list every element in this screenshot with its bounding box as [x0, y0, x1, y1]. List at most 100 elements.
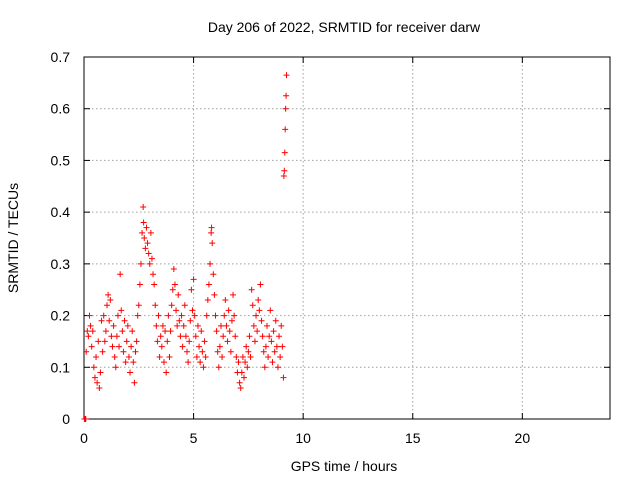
- data-point: [210, 271, 217, 278]
- data-point: [111, 353, 118, 360]
- data-point: [258, 317, 265, 324]
- data-point: [185, 359, 192, 366]
- data-point: [119, 328, 126, 335]
- tick-labels: 0 0.1 0.2 0.3 0.4 0.5 0.6 0.7 0 5 10 15 20: [51, 49, 531, 446]
- data-point: [142, 245, 149, 252]
- data-point: [193, 353, 200, 360]
- data-point: [192, 333, 199, 340]
- data-point: [140, 203, 147, 210]
- data-point: [158, 343, 165, 350]
- data-point: [197, 359, 204, 366]
- data-point: [220, 333, 227, 340]
- data-point: [264, 322, 271, 329]
- data-point: [188, 286, 195, 293]
- data-point: [269, 359, 276, 366]
- plot-frame: [83, 56, 611, 420]
- data-point: [214, 348, 221, 355]
- chart-title: Day 206 of 2022, SRMTID for receiver dar…: [208, 19, 481, 35]
- data-point: [217, 322, 224, 329]
- data-point: [238, 369, 245, 376]
- data-point: [182, 333, 189, 340]
- x-tick-label: 0: [80, 430, 88, 446]
- data-point: [133, 338, 140, 345]
- data-point: [186, 338, 193, 345]
- data-point: [97, 369, 104, 376]
- data-point: [251, 338, 258, 345]
- data-point: [274, 364, 281, 371]
- data-point: [171, 281, 178, 288]
- data-point: [254, 328, 261, 335]
- data-point: [105, 291, 112, 298]
- data-point: [113, 333, 120, 340]
- data-point: [239, 353, 246, 360]
- data-point: [226, 328, 233, 335]
- data-point: [147, 229, 154, 236]
- y-tick-label: 0.5: [51, 152, 71, 168]
- data-point: [100, 312, 107, 319]
- data-point: [208, 224, 215, 231]
- data-point: [247, 353, 254, 360]
- data-point: [256, 307, 263, 314]
- data-point: [167, 328, 174, 335]
- y-tick-label: 0.2: [51, 308, 71, 324]
- data-point: [216, 343, 223, 350]
- data-point: [240, 374, 247, 381]
- y-tick-label: 0: [62, 411, 70, 427]
- data-point: [281, 167, 288, 174]
- data-point: [175, 291, 182, 298]
- data-point: [282, 126, 289, 133]
- data-point: [87, 322, 94, 329]
- data-point: [129, 328, 136, 335]
- data-point: [201, 338, 208, 345]
- data-point: [165, 312, 172, 319]
- data-point: [236, 379, 243, 386]
- data-point: [114, 312, 121, 319]
- data-point: [162, 328, 169, 335]
- data-point: [237, 384, 244, 391]
- data-point: [168, 302, 175, 309]
- data-point: [230, 291, 237, 298]
- data-point: [137, 260, 144, 267]
- data-point: [243, 343, 250, 350]
- data-point: [212, 312, 219, 319]
- data-point: [280, 172, 287, 179]
- data-point: [134, 312, 141, 319]
- grid-lines: [84, 57, 610, 419]
- data-point: [117, 271, 124, 278]
- data-point: [280, 374, 287, 381]
- x-tick-label: 15: [405, 430, 421, 446]
- data-point: [109, 343, 116, 350]
- data-point: [160, 359, 167, 366]
- y-tick-label: 0.3: [51, 256, 71, 272]
- data-point: [101, 338, 108, 345]
- data-point: [89, 328, 96, 335]
- data-point: [278, 322, 285, 329]
- data-point: [140, 219, 147, 226]
- data-point: [232, 333, 239, 340]
- data-point: [227, 348, 234, 355]
- data-point: [121, 317, 128, 324]
- data-point: [163, 369, 170, 376]
- data-point: [123, 338, 130, 345]
- data-point: [228, 317, 235, 324]
- data-point: [209, 240, 216, 247]
- data-point: [235, 359, 242, 366]
- x-tick-label: 5: [190, 430, 198, 446]
- data-point: [266, 333, 273, 340]
- data-point: [124, 322, 131, 329]
- data-point: [219, 353, 226, 360]
- data-point: [282, 105, 289, 112]
- data-point: [139, 229, 146, 236]
- data-point: [130, 359, 137, 366]
- y-tick-label: 0.4: [51, 204, 71, 220]
- data-point: [277, 353, 284, 360]
- data-point: [169, 286, 176, 293]
- data-point: [152, 302, 159, 309]
- data-point: [91, 374, 98, 381]
- data-point: [189, 307, 196, 314]
- data-point: [146, 260, 153, 267]
- data-point: [265, 353, 272, 360]
- data-point: [178, 312, 185, 319]
- data-point: [122, 359, 129, 366]
- data-point: [107, 297, 114, 304]
